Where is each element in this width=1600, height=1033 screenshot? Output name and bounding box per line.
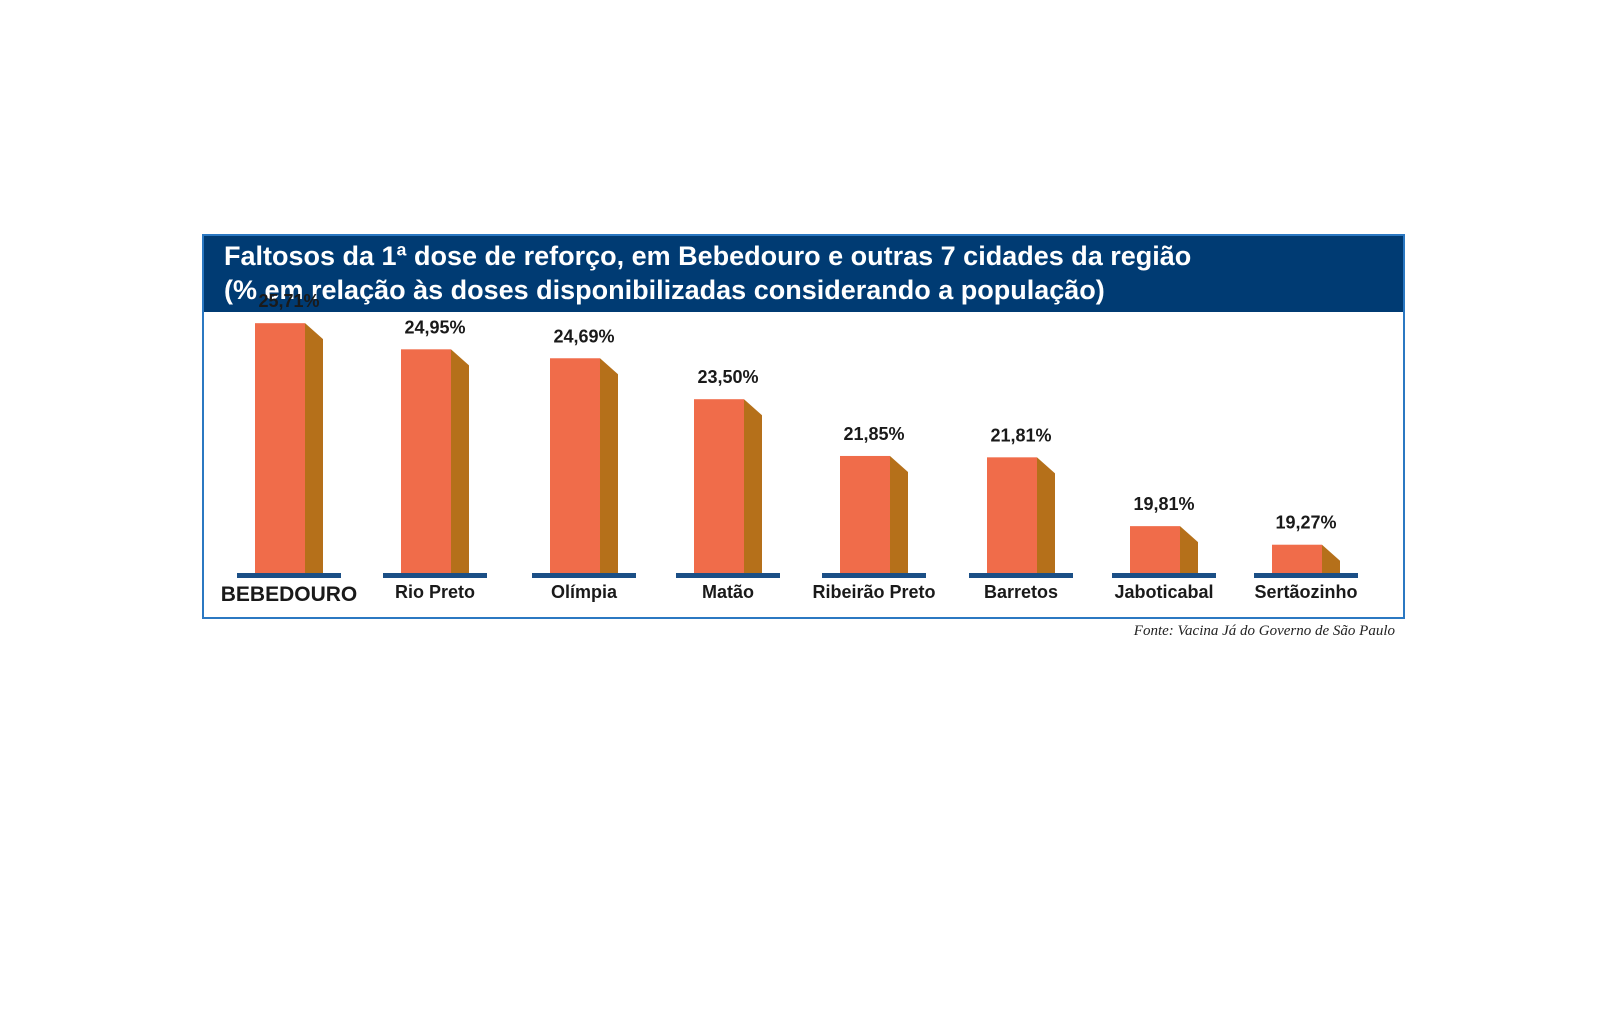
value-label: 23,50%	[697, 367, 758, 387]
bar-baseline	[822, 573, 926, 578]
value-label: 21,85%	[843, 424, 904, 444]
bar	[1272, 544, 1322, 574]
value-label: 24,69%	[553, 326, 614, 346]
bar-side-face	[600, 358, 618, 574]
category-label: Rio Preto	[395, 582, 475, 602]
category-label: BEBEDOURO	[221, 583, 358, 606]
bar-side-face	[305, 323, 323, 574]
bar-chart: 25,71% BEBEDOURO 24,95% Rio Preto 24,69% Olím…	[221, 291, 1358, 606]
category-label: Barretos	[984, 582, 1058, 602]
bar-side-face	[1180, 526, 1198, 574]
bar	[694, 399, 744, 574]
category-label: Olímpia	[551, 582, 618, 602]
bar	[1130, 526, 1180, 574]
source-note: Fonte: Vacina Já do Governo de São Paulo	[1133, 623, 1395, 639]
bar-baseline	[383, 573, 487, 578]
bar-baseline	[969, 573, 1073, 578]
chart-frame: Faltosos da 1ª dose de reforço, em Bebed…	[202, 234, 1405, 619]
value-label: 25,71%	[258, 291, 319, 311]
bar	[550, 358, 600, 574]
chart-title: Faltosos da 1ª dose de reforço, em Bebed…	[224, 241, 1192, 271]
bar	[840, 455, 890, 574]
value-label: 19,81%	[1133, 494, 1194, 514]
category-label: Sertãozinho	[1254, 582, 1357, 602]
category-label: Jaboticabal	[1114, 582, 1213, 602]
bar-side-face	[1322, 544, 1340, 574]
bar	[987, 457, 1037, 574]
bar-baseline	[1254, 573, 1358, 578]
value-label: 21,81%	[990, 425, 1051, 445]
bar-baseline	[1112, 573, 1216, 578]
bar-side-face	[451, 349, 469, 574]
bar-side-face	[744, 399, 762, 574]
bar	[255, 323, 305, 574]
value-label: 19,27%	[1275, 513, 1336, 533]
bar-baseline	[676, 573, 780, 578]
bar	[401, 349, 451, 574]
bar-side-face	[1037, 457, 1055, 574]
category-label: Ribeirão Preto	[812, 582, 935, 602]
bar-baseline	[237, 573, 341, 578]
bar-side-face	[890, 455, 908, 574]
bar-baseline	[532, 573, 636, 578]
category-label: Matão	[702, 582, 754, 602]
value-label: 24,95%	[404, 317, 465, 337]
chart-subtitle: (% em relação às doses disponibilizadas …	[224, 275, 1105, 305]
chart-header: Faltosos da 1ª dose de reforço, em Bebed…	[204, 236, 1403, 312]
